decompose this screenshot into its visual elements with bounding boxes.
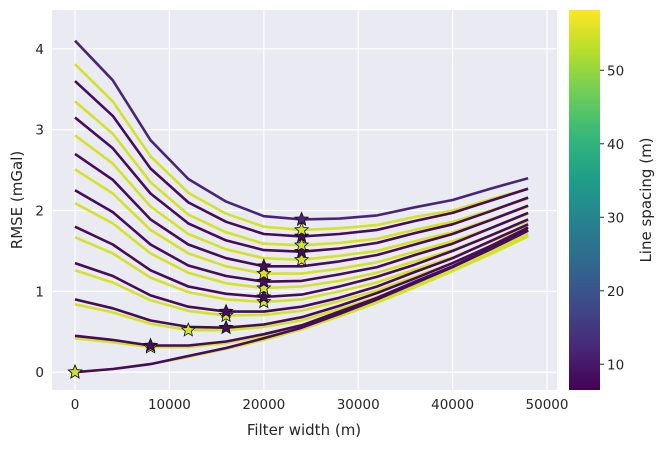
- minimum-star-marker: [256, 258, 272, 273]
- y-axis-label: RMSE (mGal): [8, 151, 26, 249]
- minimum-star-marker: [67, 364, 83, 379]
- colorbar-tick-label: 20: [607, 284, 624, 300]
- series-line: [74, 223, 529, 313]
- minimum-star-marker: [256, 293, 272, 309]
- minimum-star-marker: [293, 237, 310, 252]
- colorbar-tick-label: 30: [607, 210, 624, 226]
- colorbar-tick-labels: 10 20 30 40 50: [600, 63, 624, 373]
- x-axis-label: Filter width (m): [247, 421, 361, 439]
- x-tick-label: 10000: [148, 397, 191, 413]
- minimum-star-marker: [293, 243, 310, 259]
- minimum-star-marker: [293, 221, 310, 237]
- x-tick-labels: 0 10000 20000 30000 40000 50000: [71, 397, 569, 413]
- plot-background: [52, 10, 557, 390]
- minimum-star-marker: [293, 211, 310, 226]
- colorbar-tick-label: 10: [607, 357, 624, 373]
- colorbar-tick-label: 50: [607, 63, 624, 79]
- y-tick-label: 0: [35, 365, 44, 381]
- minimum-star-marker: [256, 265, 272, 281]
- minimum-star-marker: [142, 337, 159, 353]
- y-tick-labels: 0 1 2 3 4: [35, 42, 44, 381]
- minimum-star-marker: [293, 251, 310, 267]
- series-line: [74, 152, 529, 268]
- minimum-star-marker: [256, 288, 272, 304]
- x-tick-label: 0: [71, 397, 80, 413]
- y-tick-label: 1: [35, 284, 44, 300]
- x-tick-label: 40000: [431, 397, 474, 413]
- x-tick-label: 30000: [337, 397, 380, 413]
- series-line: [74, 168, 529, 275]
- y-tick-label: 2: [35, 204, 44, 220]
- minimum-star-marker: [180, 322, 197, 337]
- minimum-markers: [67, 211, 310, 379]
- series-line: [74, 189, 529, 284]
- y-tick-label: 4: [35, 42, 44, 58]
- colorbar-label: Line spacing (m): [637, 137, 655, 262]
- x-tick-label: 20000: [242, 397, 285, 413]
- colorbar-tick-label: 40: [607, 137, 624, 153]
- series-line: [74, 218, 529, 299]
- minimum-star-marker: [218, 319, 234, 335]
- series-line: [74, 226, 529, 330]
- minimum-star-marker: [256, 280, 272, 295]
- x-tick-label: 50000: [526, 397, 569, 413]
- minimum-star-marker: [293, 228, 310, 243]
- y-tick-label: 3: [35, 123, 44, 139]
- colorbar: [569, 10, 600, 390]
- minimum-star-marker: [256, 273, 272, 289]
- minimum-star-marker: [218, 303, 234, 319]
